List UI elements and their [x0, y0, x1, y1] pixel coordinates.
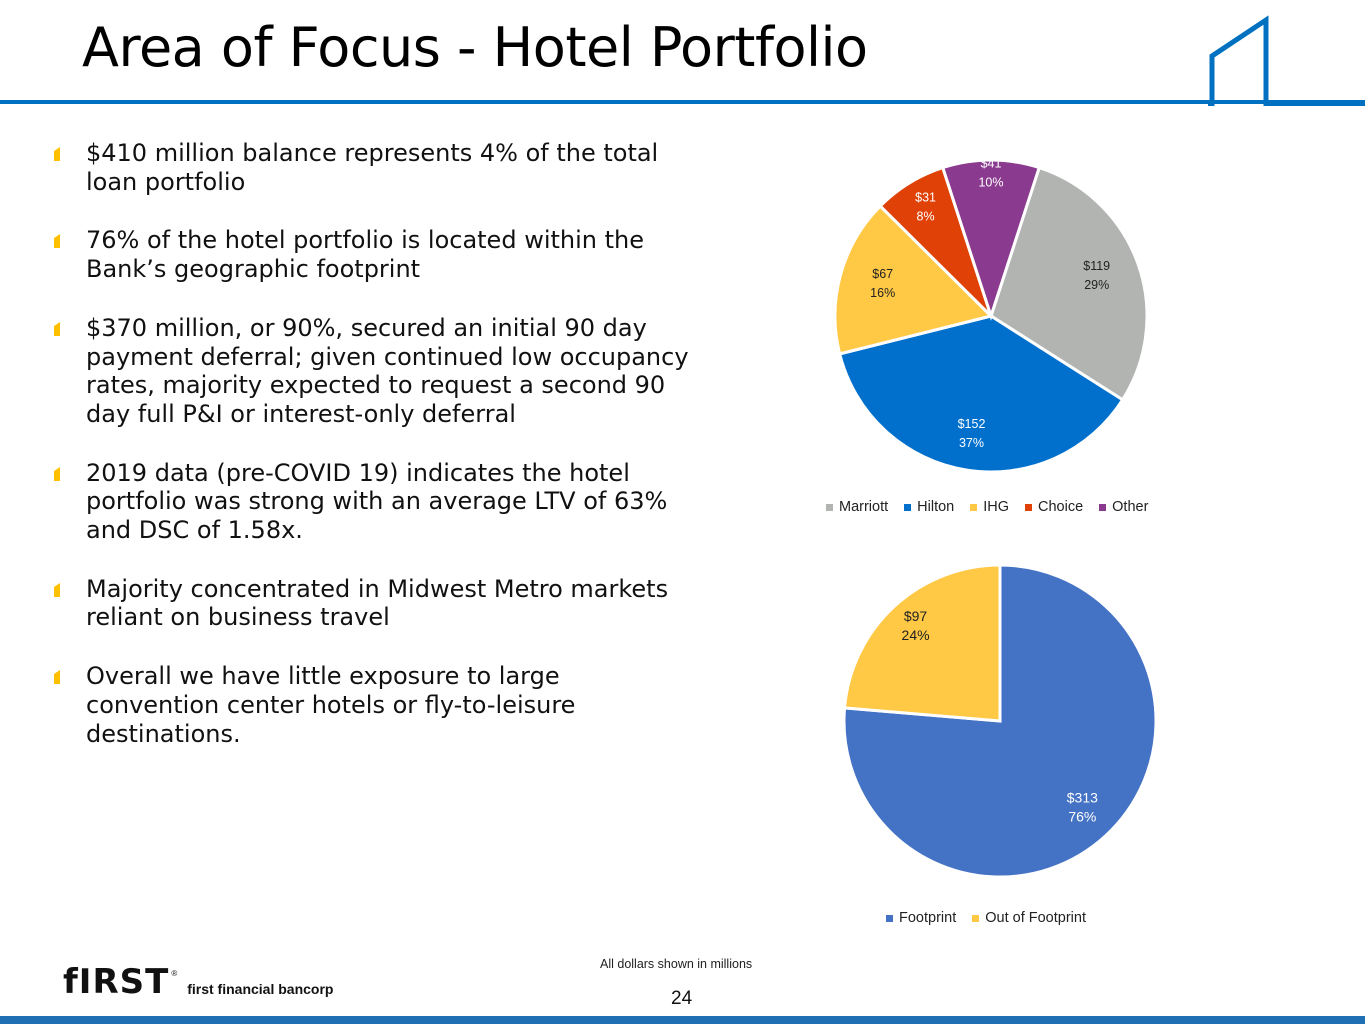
pie-slice-marriott	[989, 165, 1149, 402]
pie-percent-label: 8%	[917, 210, 935, 224]
legend-label: Footprint	[899, 910, 957, 926]
bullet-marker-icon	[54, 670, 60, 685]
legend-item: Marriott	[826, 499, 888, 515]
bullet-item: $410 million balance represents 4% of th…	[52, 139, 692, 196]
bullet-item: Majority concentrated in Midwest Metro m…	[52, 575, 692, 632]
bullet-item: 76% of the hotel portfolio is located wi…	[52, 226, 692, 283]
pie-percent-label: 10%	[978, 176, 1003, 190]
pie-value-label: $31	[915, 191, 936, 205]
header-divider	[0, 100, 1365, 104]
pie-percent-label: 37%	[959, 436, 984, 450]
footnote: All dollars shown in millions	[600, 957, 753, 971]
pie-value-label: $119	[1083, 259, 1110, 273]
bullet-marker-icon	[54, 582, 60, 597]
legend-swatch	[886, 914, 893, 922]
pie-slice-ihg	[833, 203, 994, 356]
pie-value-label: $313	[1067, 790, 1098, 806]
legend-label: IHG	[983, 499, 1010, 515]
footprint-pie-legend: Footprint Out of Footprint	[886, 910, 1086, 926]
pie-percent-label: 16%	[870, 286, 895, 300]
legend-label: Out of Footprint	[985, 910, 1086, 926]
pie-slice-hilton	[837, 314, 1125, 474]
pie-slice-footprint	[842, 563, 1158, 879]
legend-swatch	[1099, 503, 1107, 511]
legend-label: Marriott	[839, 499, 889, 515]
legend-label: Choice	[1038, 499, 1084, 515]
legend-item: Out of Footprint	[972, 910, 1086, 926]
legend-swatch	[970, 503, 978, 511]
bullet-item: 2019 data (pre-COVID 19) indicates the h…	[52, 459, 692, 545]
legend-item: Choice	[1025, 499, 1083, 515]
pie-value-label: $41	[981, 157, 1002, 171]
brand-pie-chart: $119 29% $152 37% $67 16% $31 8% $41 10%	[833, 157, 1149, 474]
logo-text: first financial bancorp	[187, 981, 334, 997]
brand-pie-legend: Marriott Hilton IHG Choice Other	[826, 499, 1148, 515]
house-outline-icon	[1208, 15, 1365, 106]
legend-swatch	[904, 503, 912, 511]
legend-item: Hilton	[904, 499, 954, 515]
slide-title: Area of Focus - Hotel Portfolio	[82, 16, 868, 79]
legend-swatch	[972, 914, 980, 922]
legend-label: Hilton	[917, 499, 955, 515]
pie-percent-label: 76%	[1068, 809, 1096, 825]
bullet-text: Overall we have little exposure to large…	[86, 662, 576, 748]
legend-label: Other	[1112, 499, 1149, 515]
bullet-list: $410 million balance represents 4% of th…	[52, 139, 692, 778]
bullet-item: $370 million, or 90%, secured an initial…	[52, 314, 692, 429]
legend-item: IHG	[970, 499, 1009, 515]
logo-wordmark-icon: fIRST	[63, 962, 170, 1002]
pie-percent-label: 29%	[1084, 278, 1109, 292]
pie-percent-label: 24%	[902, 627, 930, 643]
bullet-marker-icon	[54, 147, 60, 161]
bullet-marker-icon	[54, 234, 60, 249]
bullet-marker-icon	[54, 466, 60, 481]
bullet-item: Overall we have little exposure to large…	[52, 662, 692, 748]
pie-slice-other	[940, 158, 1042, 321]
bullet-text: Majority concentrated in Midwest Metro m…	[86, 574, 669, 632]
pie-slice-out-of-footprint	[842, 563, 1002, 723]
registered-mark-icon: ®	[171, 969, 178, 978]
pie-value-label: $67	[872, 267, 893, 281]
pie-value-label: $97	[904, 608, 928, 624]
bullet-marker-icon	[54, 321, 60, 336]
bullet-text: $370 million, or 90%, secured an initial…	[86, 313, 689, 428]
company-logo: fIRST ® first financial bancorp	[63, 965, 333, 999]
pie-value-label: $152	[958, 417, 986, 431]
bullet-text: 76% of the hotel portfolio is located wi…	[86, 226, 644, 284]
page-number: 24	[671, 988, 693, 1009]
legend-swatch	[1025, 503, 1033, 511]
legend-item: Other	[1099, 499, 1148, 515]
footprint-pie-chart: $313 76% $97 24%	[842, 563, 1158, 879]
legend-item: Footprint	[886, 910, 956, 926]
footer-bar	[0, 1016, 1365, 1024]
bullet-text: $410 million balance represents 4% of th…	[86, 139, 659, 196]
legend-swatch	[826, 503, 833, 511]
bullet-text: 2019 data (pre-COVID 19) indicates the h…	[86, 458, 668, 545]
